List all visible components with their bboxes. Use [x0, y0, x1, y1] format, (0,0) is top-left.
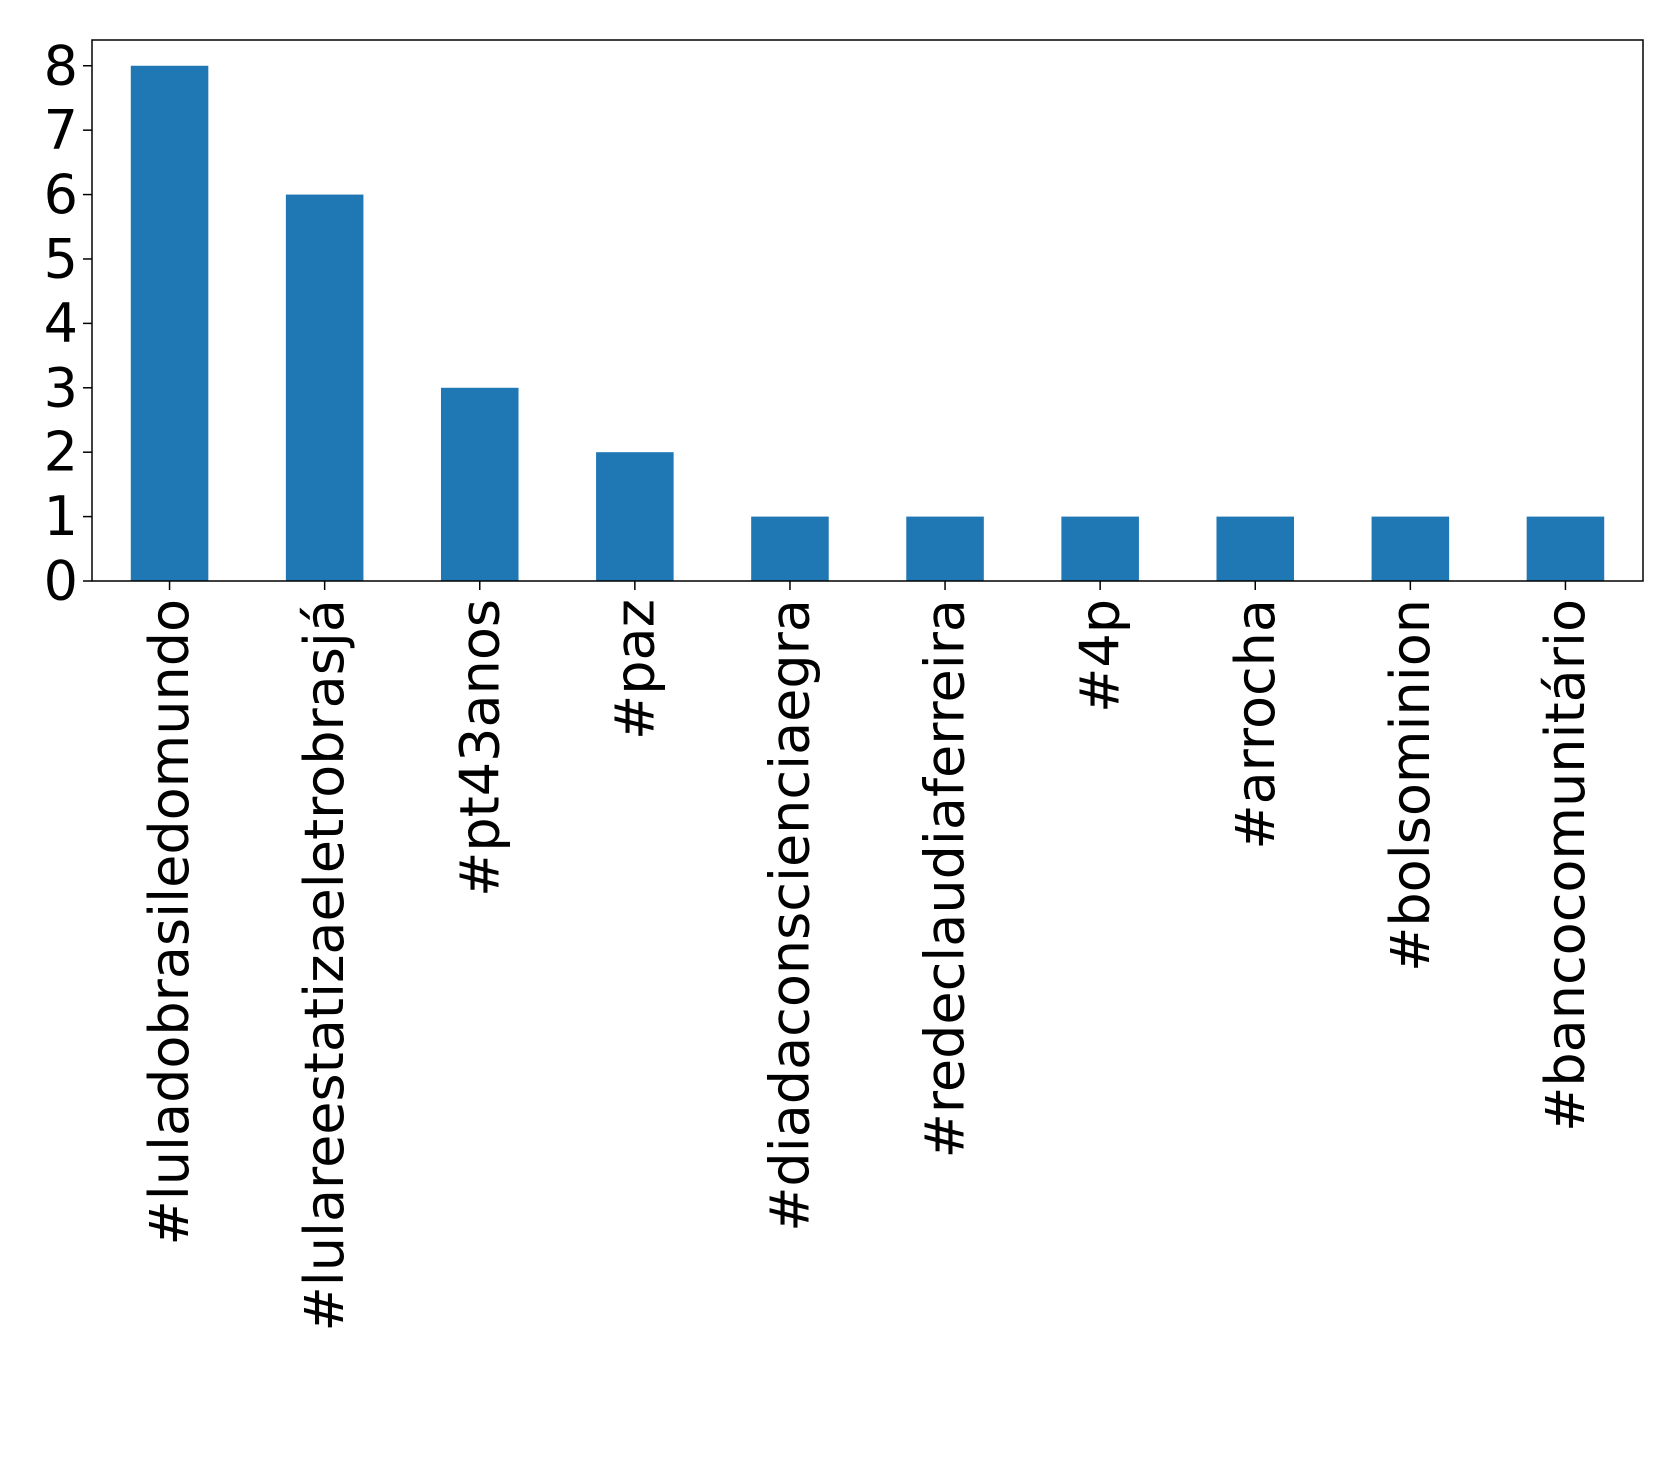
y-tick-label: 3 — [44, 356, 78, 419]
x-tick-label: #arrocha — [1224, 599, 1287, 850]
bar — [596, 452, 674, 581]
x-tick-label: #4p — [1069, 599, 1132, 713]
bars-group — [130, 65, 1605, 582]
y-tick-label: 2 — [44, 421, 78, 484]
y-tick-label: 7 — [44, 99, 78, 162]
bar — [1061, 516, 1139, 581]
bar — [130, 65, 209, 581]
y-tick-label: 5 — [44, 227, 78, 290]
x-tick-label: #diadaconscienciaegra — [758, 599, 821, 1232]
plot-frame — [91, 39, 1644, 582]
y-tick-label: 8 — [44, 34, 78, 97]
x-tick-label: #luladobrasiledomundo — [138, 599, 201, 1246]
x-tick-label: #bancocomunitário — [1534, 599, 1597, 1132]
x-tick-label: #pt43anos — [448, 599, 511, 897]
y-tick-label: 1 — [44, 485, 78, 548]
y-tick-label: 6 — [44, 163, 78, 226]
y-tick-label: 0 — [44, 550, 78, 613]
x-tick-label: #lulareestatizaeletrobrasjá — [293, 599, 356, 1332]
bar — [906, 516, 984, 581]
x-axis: #luladobrasiledomundo #lulareestatizaelet… — [138, 581, 1597, 1332]
bar — [751, 516, 829, 581]
bar — [440, 387, 519, 581]
x-tick-label: #bolsominion — [1379, 599, 1442, 972]
bar — [285, 194, 364, 582]
x-tick-label: #redeclaudiaferreira — [914, 599, 977, 1158]
bar — [1371, 516, 1450, 581]
y-tick-label: 4 — [44, 292, 78, 355]
bar — [1526, 516, 1605, 581]
bar — [1216, 516, 1295, 581]
x-tick-label: #paz — [603, 599, 666, 740]
